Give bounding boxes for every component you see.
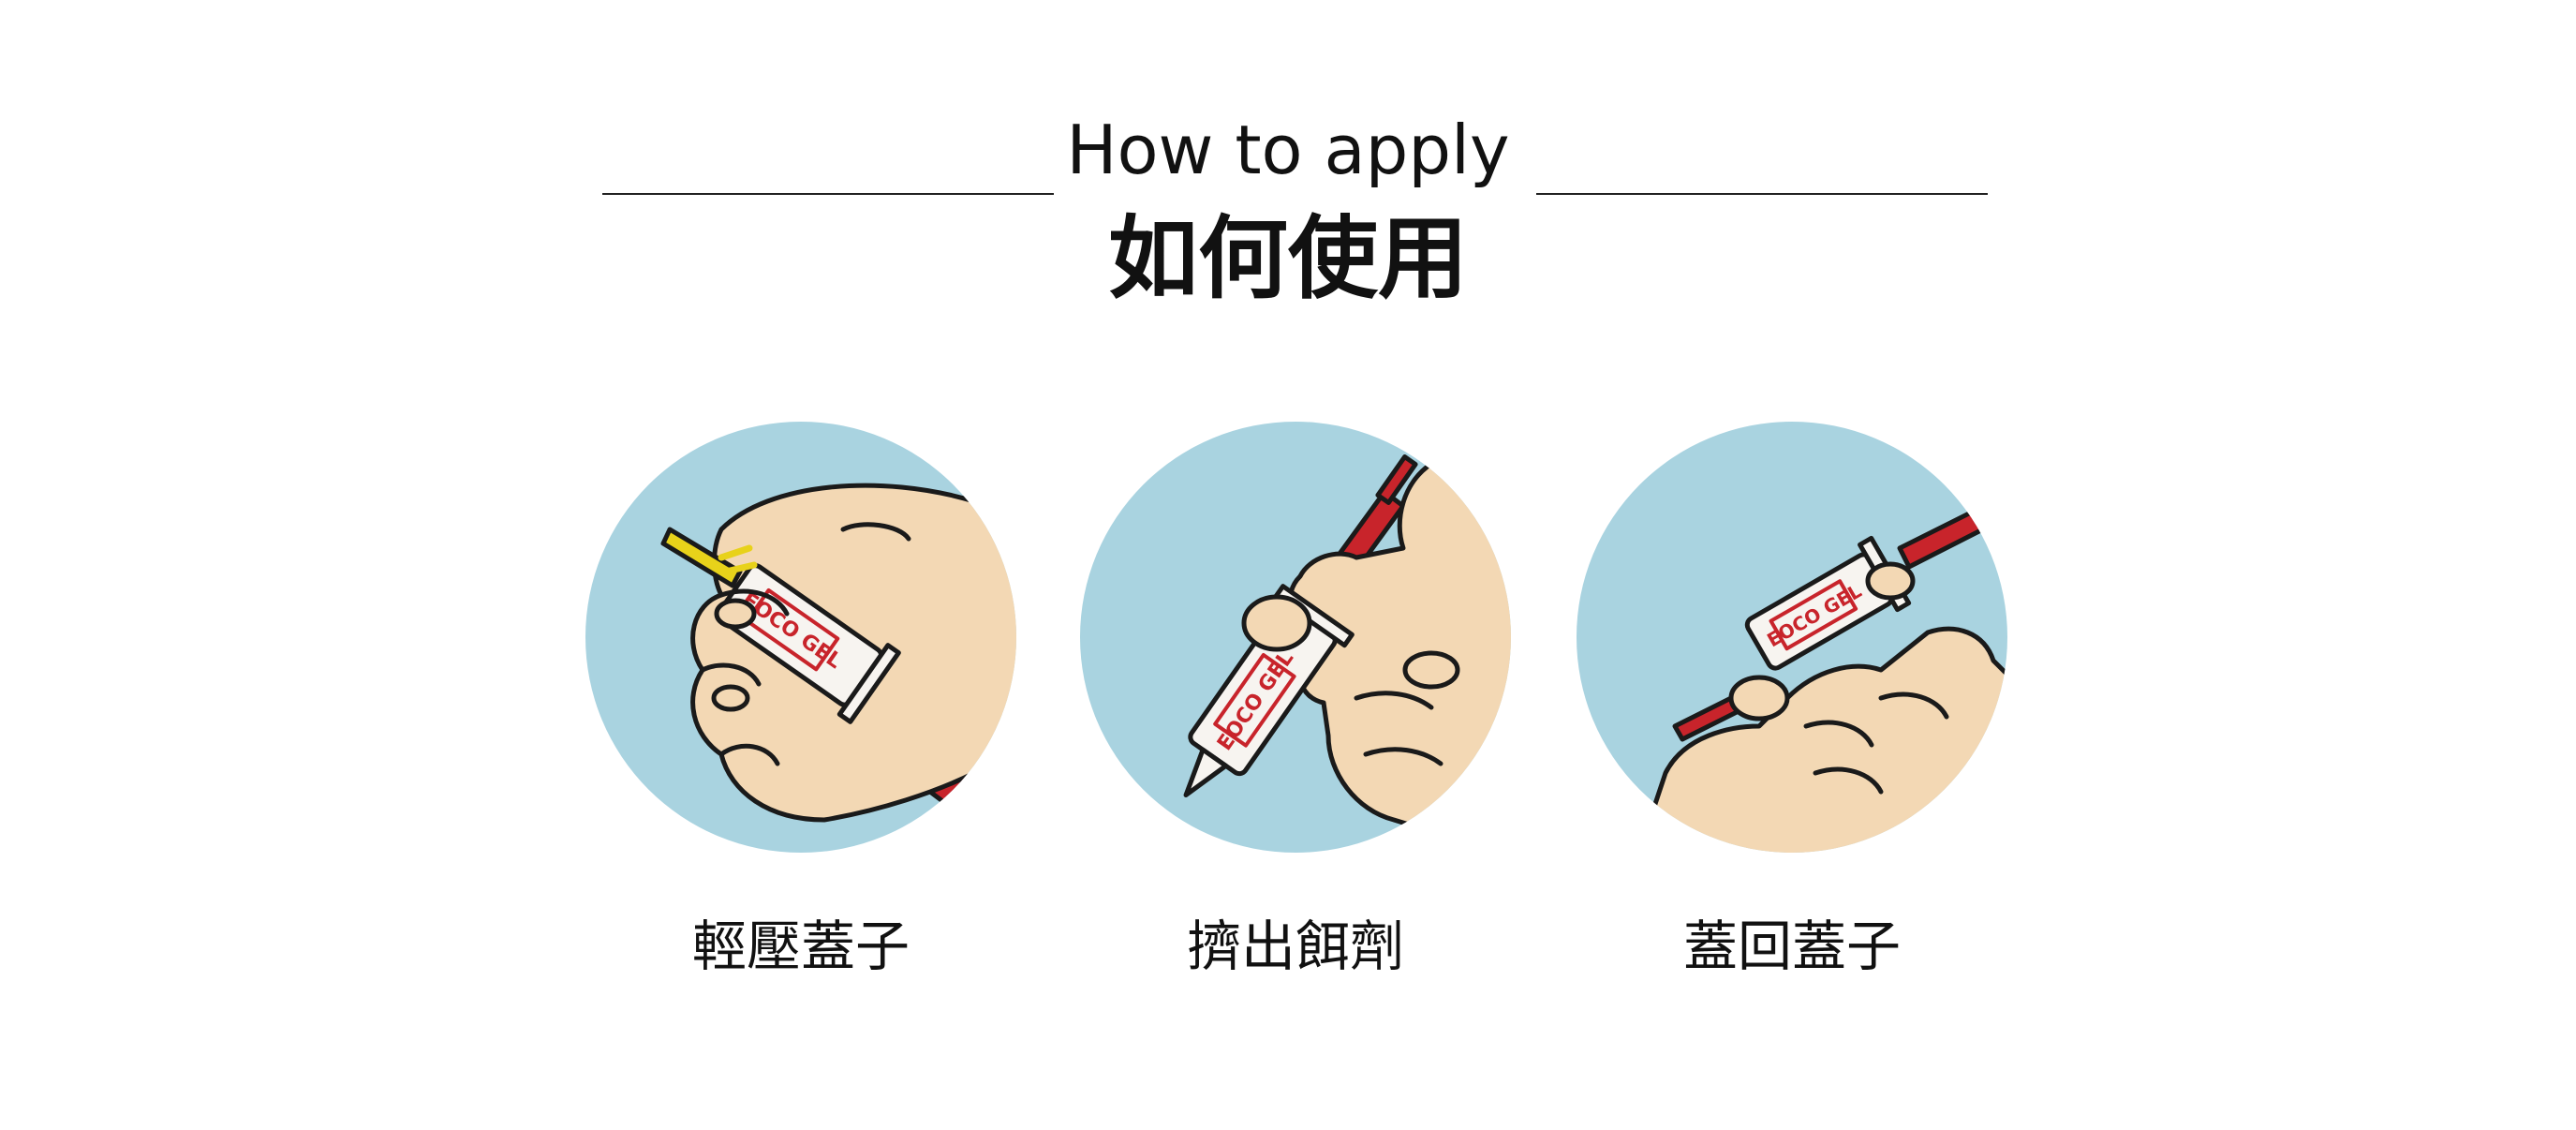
step-1-label: 輕壓蓋子 bbox=[691, 914, 910, 978]
page-title-chinese: 如何使用 bbox=[1108, 206, 1468, 311]
title-divider-right bbox=[1536, 193, 1988, 195]
step-1-press-cap: EOCO GEL 輕壓蓋子 bbox=[581, 417, 1021, 978]
step-2-squeeze-bait: EOCO GEL 擠出餌劑 bbox=[1075, 417, 1516, 978]
page-title-english: How to apply bbox=[1066, 111, 1510, 189]
step-3-recap: EOCO GEL 蓋回蓋子 bbox=[1572, 417, 2012, 978]
hand-squeezing-syringe-illustration: EOCO GEL bbox=[1080, 422, 1511, 853]
title-divider-left bbox=[602, 193, 1054, 195]
hand-recapping-syringe-illustration: EOCO GEL bbox=[1577, 422, 2007, 853]
step-3-label: 蓋回蓋子 bbox=[1682, 914, 1901, 978]
hand-pressing-cap-illustration: EOCO GEL bbox=[585, 422, 1016, 853]
step-2-label: 擠出餌劑 bbox=[1186, 914, 1404, 978]
